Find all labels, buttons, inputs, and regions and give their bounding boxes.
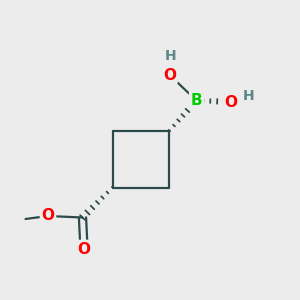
- Text: H: H: [165, 49, 177, 62]
- Text: O: O: [77, 242, 91, 256]
- Text: O: O: [163, 68, 176, 82]
- Text: B: B: [191, 93, 202, 108]
- Text: O: O: [41, 208, 55, 224]
- Text: H: H: [243, 89, 255, 103]
- Text: O: O: [224, 94, 238, 110]
